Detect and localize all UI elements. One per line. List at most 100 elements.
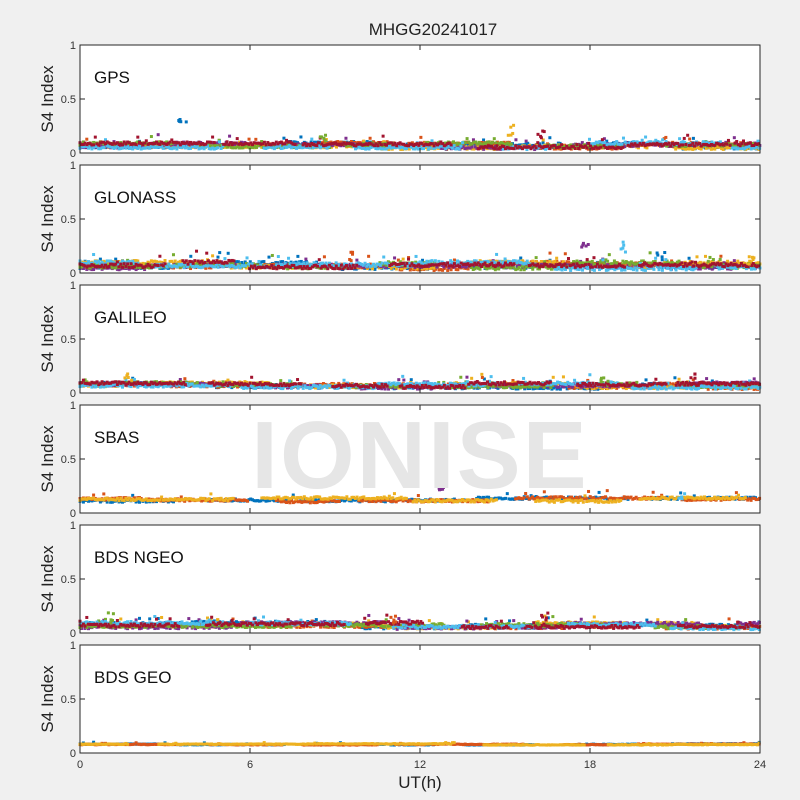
data-point: [677, 259, 681, 263]
data-point: [324, 261, 328, 265]
data-point: [679, 141, 683, 145]
data-point: [275, 261, 279, 265]
data-point: [536, 262, 540, 266]
data-point: [553, 144, 557, 148]
data-point: [407, 262, 411, 266]
data-point: [100, 140, 104, 144]
data-point: [183, 260, 187, 264]
data-point: [721, 147, 725, 151]
data-point: [492, 266, 496, 270]
data-point: [737, 261, 741, 265]
data-point: [611, 145, 615, 149]
data-point: [160, 140, 164, 144]
data-point: [452, 262, 456, 266]
data-point: [209, 147, 213, 151]
data-point: [121, 146, 124, 150]
y-axis-label: S4 Index: [38, 65, 57, 133]
data-point: [501, 147, 505, 151]
data-point: [177, 141, 181, 145]
data-point: [717, 263, 721, 267]
data-point: [628, 266, 632, 270]
data-point: [432, 147, 436, 151]
data-point: [412, 262, 416, 266]
data-point: [233, 261, 237, 265]
data-point: [199, 142, 203, 146]
data-point: [396, 142, 400, 146]
data-point: [507, 263, 511, 267]
data-point: [534, 143, 538, 147]
data-point: [215, 259, 219, 263]
data-point: [538, 265, 542, 269]
data-point: [663, 260, 667, 264]
data-point: [555, 259, 559, 263]
data-point: [533, 148, 537, 152]
data-point: [569, 268, 573, 272]
data-point: [515, 267, 519, 271]
data-point: [316, 264, 320, 268]
data-point: [262, 260, 266, 264]
data-point: [628, 144, 632, 148]
data-point: [260, 260, 264, 264]
data-point: [232, 141, 236, 145]
data-point: [231, 264, 235, 268]
data-point: [707, 264, 711, 268]
data-point: [573, 260, 577, 264]
data-point: [555, 264, 559, 268]
data-point: [732, 261, 736, 265]
data-point: [188, 143, 192, 147]
data-point: [326, 267, 330, 271]
data-point: [667, 261, 671, 265]
data-point: [488, 263, 492, 267]
data-point: [100, 266, 104, 270]
data-point: [85, 264, 89, 268]
data-point: [415, 267, 419, 271]
data-point: [621, 264, 625, 268]
data-point: [434, 263, 438, 267]
data-point: [256, 265, 260, 269]
data-point: [660, 258, 664, 262]
data-point: [640, 266, 644, 270]
y-tick-label: 0: [70, 148, 76, 160]
data-point: [560, 260, 564, 264]
data-point: [411, 266, 415, 270]
data-point: [492, 264, 496, 268]
data-point: [149, 143, 153, 147]
data-point: [590, 265, 594, 269]
data-point: [694, 141, 698, 145]
data-point: [122, 140, 126, 144]
data-point: [553, 267, 557, 271]
data-point: [240, 143, 244, 147]
data-point: [481, 264, 485, 268]
data-point: [575, 262, 579, 266]
data-point: [274, 145, 278, 149]
data-point: [305, 261, 309, 265]
data-point: [684, 143, 688, 147]
data-point: [180, 262, 184, 266]
data-point: [490, 144, 494, 148]
data-point: [126, 143, 130, 147]
data-point: [647, 267, 651, 271]
data-point: [362, 139, 366, 143]
data-point: [149, 141, 153, 145]
data-point: [254, 141, 258, 145]
data-point: [694, 146, 698, 150]
data-point: [662, 142, 666, 146]
data-point: [348, 264, 352, 268]
data-point: [407, 147, 411, 151]
data-point: [655, 265, 659, 269]
data-point: [607, 253, 611, 257]
data-point: [110, 262, 114, 266]
data-point: [738, 264, 742, 268]
data-point: [511, 131, 515, 135]
data-point: [403, 143, 407, 147]
data-point: [172, 264, 176, 268]
data-point: [733, 262, 737, 266]
data-point: [214, 144, 218, 148]
data-point: [635, 140, 639, 144]
data-point: [219, 143, 223, 147]
data-point: [230, 263, 234, 267]
panel-label: GPS: [94, 68, 130, 87]
data-point: [650, 261, 654, 265]
data-point: [229, 262, 233, 266]
data-point: [323, 143, 327, 147]
